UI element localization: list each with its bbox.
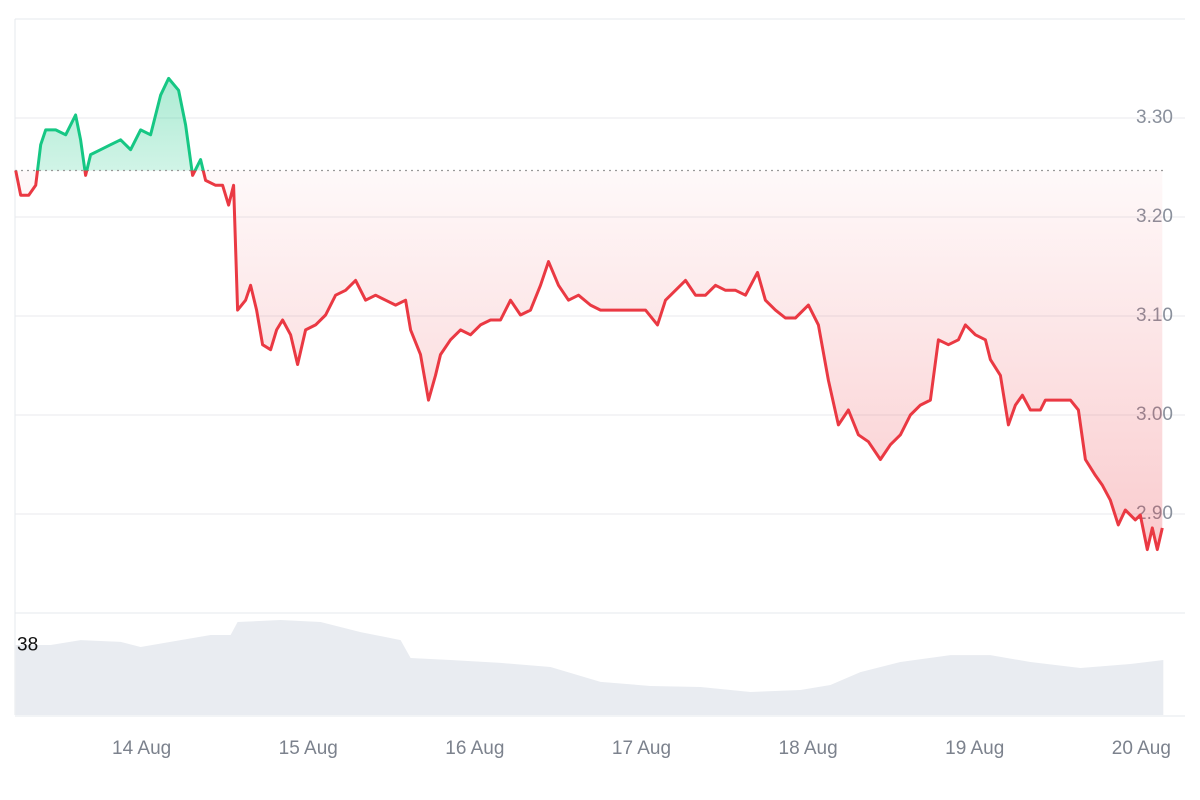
x-tick-label: 18 Aug	[779, 738, 838, 759]
x-tick-label: 17 Aug	[612, 738, 671, 759]
x-tick-label: 14 Aug	[112, 738, 171, 759]
y-tick-label: 3.30	[1136, 107, 1173, 128]
x-tick-label: 16 Aug	[445, 738, 504, 759]
price-area	[15, 78, 1163, 550]
volume-area	[15, 620, 1164, 715]
price-line	[14, 76, 1164, 552]
volume-tick-label: 38	[17, 635, 38, 656]
x-tick-label: 15 Aug	[279, 738, 338, 759]
x-tick-label: 19 Aug	[945, 738, 1004, 759]
x-tick-label: 20 Aug	[1112, 738, 1171, 759]
